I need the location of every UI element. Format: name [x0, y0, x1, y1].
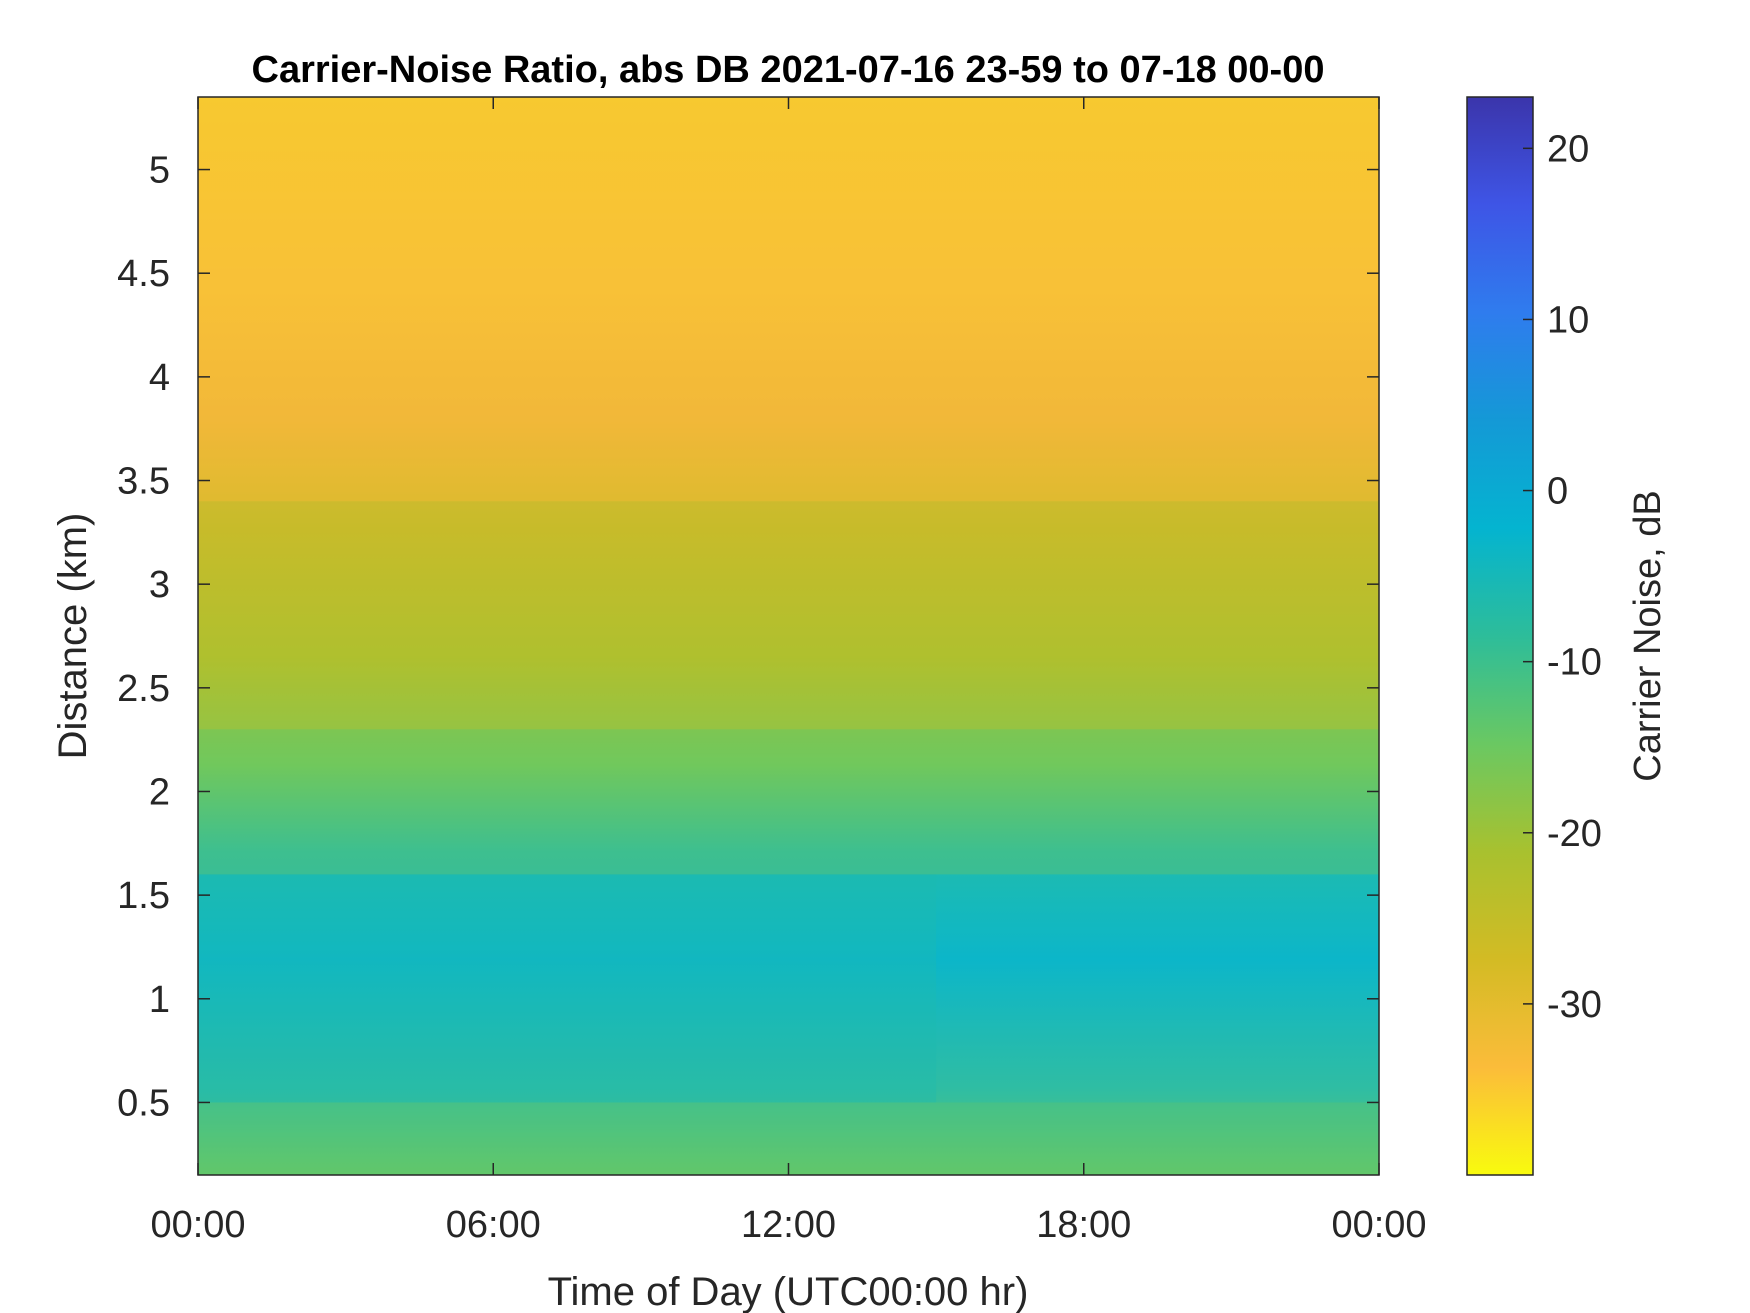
y-tick-label: 2	[149, 771, 170, 813]
colorbar-gradient	[1467, 97, 1533, 1175]
colorbar-tick-label: 10	[1547, 299, 1589, 341]
colorbar-ticks: 20 10 0 -10 -20 -30	[1523, 128, 1602, 1026]
x-tick-label: 18:00	[1036, 1204, 1131, 1246]
y-tick-label: 3	[149, 564, 170, 606]
heatmap-band	[198, 1102, 1379, 1175]
x-tick-label: 12:00	[741, 1204, 836, 1246]
colorbar-tick-label: -10	[1547, 642, 1602, 684]
y-tick-label: 4.5	[117, 253, 170, 295]
colorbar-frame	[1466, 96, 1534, 1176]
y-tick-label: 1.5	[117, 875, 170, 917]
y-axis-label: Distance (km)	[51, 513, 95, 760]
plot-area: 00:00 06:00 12:00 18:00 00:00 0.5 1 1.5 2 2.5 3 3.…	[117, 96, 1427, 1246]
y-tick-label: 5	[149, 150, 170, 192]
x-tick-label: 00:00	[150, 1204, 245, 1246]
colorbar-tick-label: 0	[1547, 471, 1568, 513]
heatmap-band	[198, 729, 1379, 875]
colorbar-tick-label: -20	[1547, 813, 1602, 855]
colorbar: 20 10 0 -10 -20 -30 Carrier Noise, dB	[1466, 96, 1669, 1176]
plot-background	[198, 97, 1379, 1175]
y-tick-label: 1	[149, 979, 170, 1021]
x-tick-label: 06:00	[446, 1204, 541, 1246]
y-tick-label: 3.5	[117, 461, 170, 503]
x-tick-label: 00:00	[1331, 1204, 1426, 1246]
y-tick-label: 2.5	[117, 668, 170, 710]
heatmap-band	[198, 874, 937, 1103]
y-axis: 0.5 1 1.5 2 2.5 3 3.5 4 4.5 5	[117, 150, 1379, 1124]
x-axis: 00:00 06:00 12:00 18:00 00:00	[150, 97, 1427, 1246]
colorbar-tick-label: 20	[1547, 128, 1589, 170]
colorbar-tick-label: -30	[1547, 984, 1602, 1026]
heatmap-band	[198, 97, 1379, 502]
y-tick-label: 0.5	[117, 1082, 170, 1124]
heatmap-field	[198, 97, 1379, 1175]
y-tick-label: 4	[149, 357, 170, 399]
heatmap-band	[198, 501, 1379, 730]
chart-title: Carrier-Noise Ratio, abs DB 2021-07-16 2…	[252, 49, 1325, 91]
colorbar-label: Carrier Noise, dB	[1627, 490, 1669, 781]
x-axis-label: Time of Day (UTC00:00 hr)	[548, 1270, 1029, 1313]
